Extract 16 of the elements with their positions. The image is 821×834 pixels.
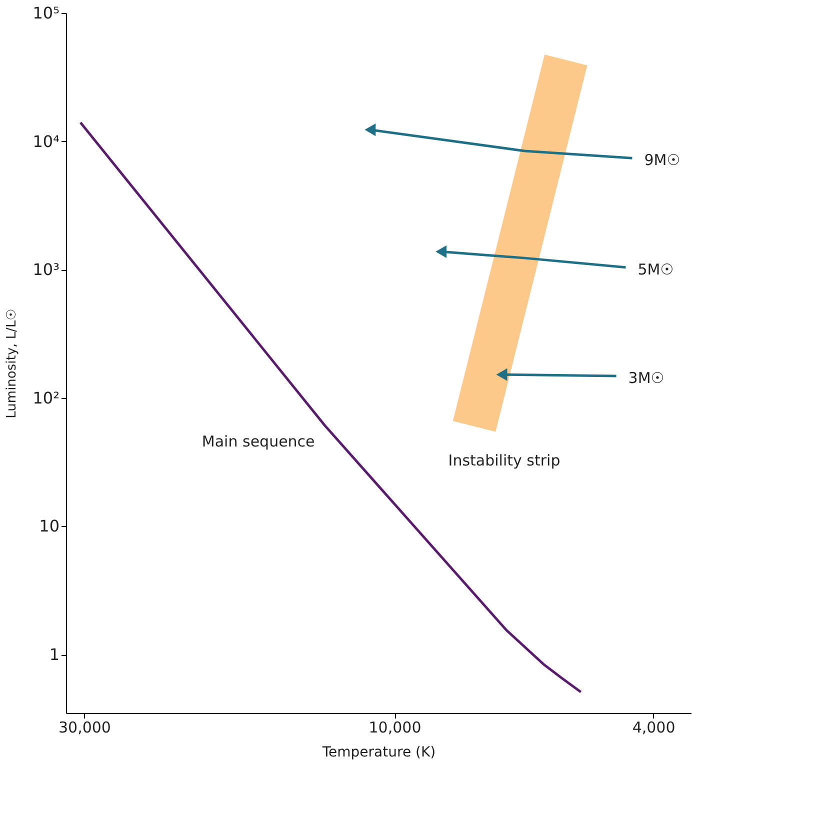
x-axis-title: Temperature (K): [321, 744, 436, 760]
y-tick-label: 10⁵: [32, 4, 60, 22]
y-tick-label: 10: [39, 516, 60, 536]
x-tick-label: 4,000: [632, 718, 676, 736]
y-tick-label: 1: [49, 645, 60, 664]
text: Instability strip: [448, 451, 560, 470]
y-axis-title: Luminosity, L/L☉: [4, 308, 20, 418]
x-tick-label: 10,000: [368, 718, 422, 736]
y-tick-label: 10²: [32, 388, 60, 408]
series-label: 9M☉: [644, 151, 680, 170]
series-label: Main sequence: [202, 432, 315, 450]
series-label: 3M☉: [628, 369, 664, 388]
y-tick-label: 10⁴: [32, 132, 60, 151]
series-label: 5M☉: [638, 260, 674, 278]
y-tick-label: 10³: [32, 260, 60, 280]
x-tick-label: 30,000: [58, 718, 111, 736]
